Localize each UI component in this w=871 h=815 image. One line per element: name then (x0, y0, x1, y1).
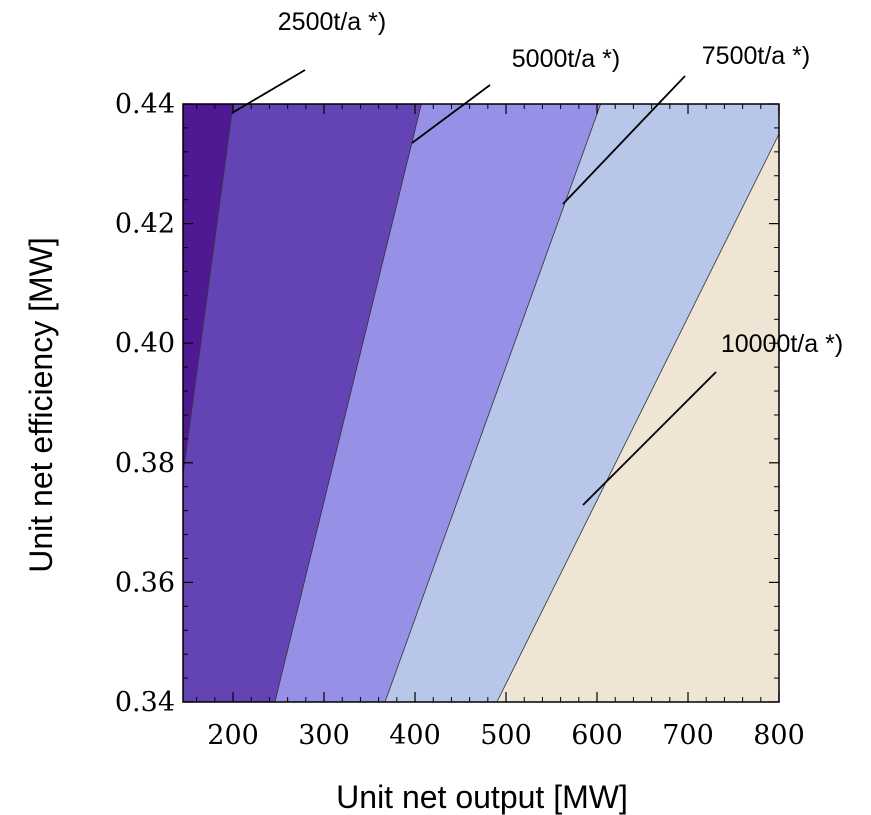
x-tick-label: 800 (753, 720, 805, 751)
contour-annotation-label: 2500t/a *) (278, 8, 386, 36)
x-axis-title: Unit net output [MW] (336, 779, 628, 815)
contour-region (183, 104, 422, 702)
contour-line (384, 103, 602, 703)
annotation-leader-line (582, 371, 717, 506)
axis-ticks (183, 103, 780, 703)
annotation-leader-line (411, 84, 491, 144)
x-tick-label: 200 (207, 720, 259, 751)
annotation-leader-line (231, 69, 306, 114)
y-tick-label: 0.44 (115, 89, 175, 120)
x-tick-label: 400 (389, 720, 441, 751)
x-tick-label: 300 (298, 720, 350, 751)
contour-region (274, 104, 601, 702)
contour-regions (183, 104, 779, 702)
contour-line (182, 103, 234, 475)
contour-line (496, 133, 780, 703)
y-tick-label: 0.38 (115, 448, 175, 479)
x-tick-label: 500 (480, 720, 532, 751)
contour-annotation-label: 7500t/a *) (702, 42, 810, 70)
x-tick-labels: 200 300 400 500 600 700 800 (207, 720, 805, 751)
x-tick-label: 700 (662, 720, 714, 751)
contour-region (385, 104, 779, 702)
y-tick-label: 0.36 (115, 567, 175, 598)
x-tick-label: 600 (571, 720, 623, 751)
contour-line (274, 103, 422, 703)
contour-annotations: 2500t/a *) 5000t/a *) 7500t/a *) 10000t/a *… (231, 8, 843, 506)
y-tick-label: 0.40 (115, 328, 175, 359)
contour-annotation-label: 10000t/a *) (721, 330, 843, 358)
annotation-leader-line (562, 75, 686, 205)
y-axis-title: Unit net efficiency [MW] (23, 237, 59, 573)
y-tick-label: 0.42 (115, 209, 175, 240)
plot-frame (182, 103, 780, 703)
contour-annotation-label: 5000t/a *) (512, 45, 620, 73)
contour-lines (182, 103, 780, 703)
y-tick-labels: 0.34 0.36 0.38 0.40 0.42 0.44 (115, 89, 175, 718)
y-tick-label: 0.34 (115, 687, 175, 718)
